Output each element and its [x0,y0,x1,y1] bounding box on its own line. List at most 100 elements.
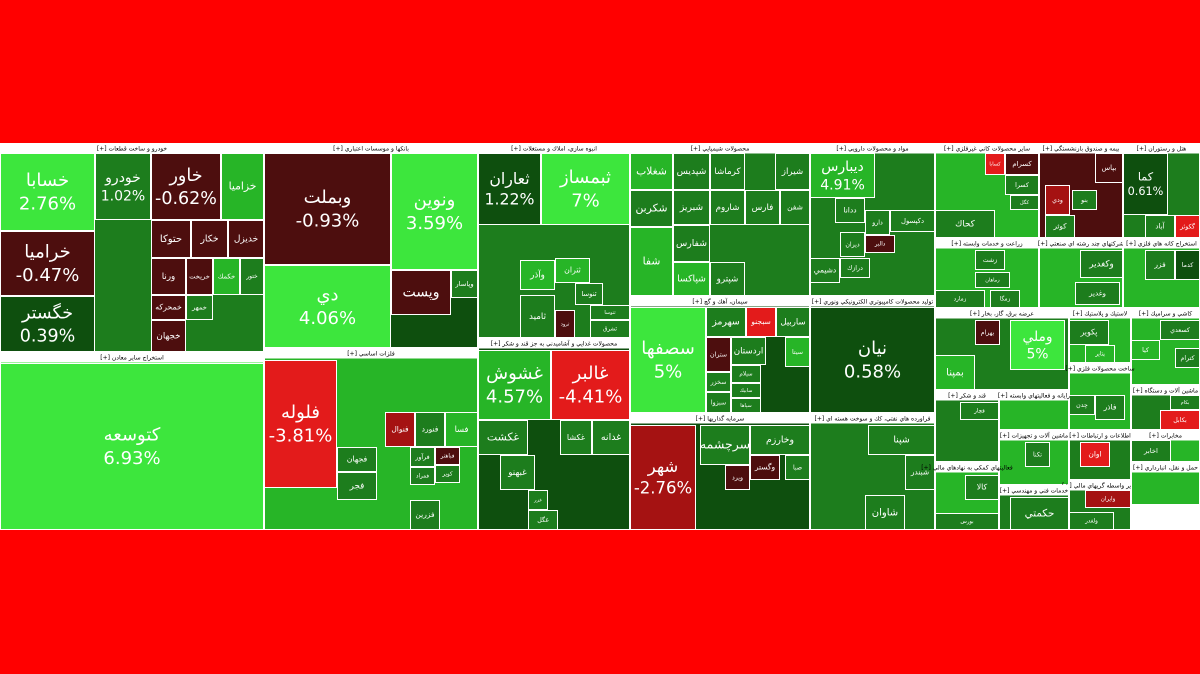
tile [865,235,895,253]
tile-label: خمهر [191,304,207,312]
sector-title: [+] ساير واسطه گريهاي مالي [1062,482,1138,490]
tile [1085,345,1115,363]
tile-label: وخارزم [766,435,794,446]
tile [1145,215,1175,238]
sector-title: [+] عرضه برق، گاز، بخار [970,310,1034,318]
tile-label: شپديس [677,166,707,177]
tile-label: شفن [787,203,803,212]
tile-label: شاوان [872,508,898,519]
sector-header [810,413,935,424]
tile-value: -0.47% [16,265,80,286]
tile [560,420,592,455]
sector-title: [+] فعاليتهاي كمكي به نهادهاي مالي [921,465,1013,472]
tile [673,262,710,296]
tile-label: دكپسول [901,217,924,225]
tile-label: خسابا [26,170,69,191]
tile-label: اخابر [1143,447,1158,455]
tile-value: 1.02% [101,188,145,204]
tile [410,447,435,467]
tile [975,320,1000,345]
tile [221,153,264,220]
tile-label: دشيمي [814,266,836,275]
tile [555,310,575,338]
tile [750,455,780,480]
sector-header [935,143,1039,154]
tile [1075,282,1120,305]
tile-label: دالبر [874,242,886,248]
tile-label: زمگا [1000,295,1011,303]
tile [960,402,999,420]
tile-label: فباهنر [440,454,455,460]
sector-title: [+] مواد و محصولات دارويي [836,146,908,153]
tile-label: خودرو [104,170,141,186]
tile [1025,442,1050,467]
sector-title: [+] رايانه و فعاليتهاي وابسته [998,393,1070,400]
sector-title: [+] محصولات شيميايي [691,146,750,153]
tile [528,510,558,530]
tile [1010,195,1039,210]
tile-label: غالبر [572,363,609,384]
tile [700,425,750,465]
tile [935,513,999,530]
tile-value: -0.93% [296,211,360,232]
tile-label: سيلام [739,372,753,378]
tile [785,337,810,367]
tile [1010,497,1069,530]
sector-header [810,296,935,307]
tile-label: شبندر [910,468,929,477]
tile-value: -0.62% [155,189,217,209]
tile-label: سهرمز [711,317,740,328]
sector-header [1123,238,1200,249]
tile [1085,490,1131,508]
sector-title: [+] اطلاعات و ارتباطات [1069,433,1131,440]
sector-header [1039,143,1123,154]
tile-label: ثاميد [529,312,547,322]
tile [478,350,551,420]
sector-title: [+] ماشين آلات و دستگاه [1133,386,1198,395]
tile [706,392,731,413]
tile [750,425,810,455]
tile-label: غشوش [486,363,543,384]
sector-header [1069,308,1131,319]
sector-title: [+] خدمات فني و مهندسي [1000,488,1069,495]
tile [731,383,761,398]
tile [500,455,535,490]
sector-title: [+] استخراج كانه هاي فلزي [1126,241,1197,248]
tile [0,296,95,352]
tile [337,447,377,472]
tile [990,290,1020,308]
tile [410,467,435,485]
sector-title: [+] ماشين آلات و تجهيزات [1000,431,1068,440]
tile-label: ثرود [561,322,570,328]
tile-value: 0.61% [1128,185,1164,198]
tile [630,227,673,296]
tile-label: درازك [847,265,863,272]
tile-label: ختور [245,273,258,280]
sector-header [935,390,999,401]
tile-label: وملي [1022,329,1052,345]
tile [264,153,391,265]
tile-label: شغلاب [636,165,667,178]
tile [731,337,766,365]
tile-label: خگستر [21,303,73,324]
tile-label: سبجنو [750,317,771,326]
tile-label: بنو [1080,197,1088,204]
tile-label: شپنا [893,435,910,446]
tile-label: شپترو [716,275,739,285]
tile-value: 4.06% [299,308,356,329]
tile-label: ديبارس [821,159,864,175]
sector-header [1131,308,1200,319]
tile-label: كالا [977,483,988,492]
tile [191,220,228,258]
tile-label: ستران [710,352,727,359]
tile [1069,395,1095,415]
tile-label: بپاس [1102,164,1117,172]
tile-label: غدانه [601,432,621,443]
tile-label: خاور [168,166,202,186]
sector-header [0,352,264,363]
tile-label: صبا [793,465,802,472]
tile-value: 5% [654,362,683,383]
tile [706,337,731,372]
tile-label: كتوسعه [104,425,161,446]
sector-header [478,143,630,154]
